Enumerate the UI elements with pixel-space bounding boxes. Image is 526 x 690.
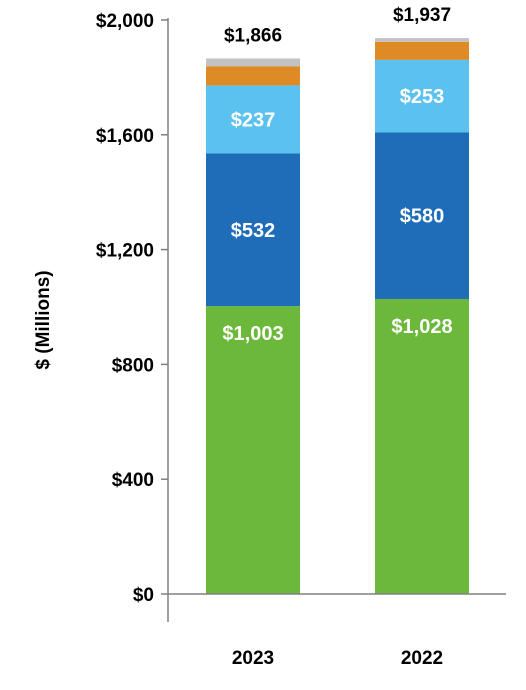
x-axis: 2023 2022	[168, 593, 506, 669]
segment-value-label: $253	[400, 86, 445, 108]
y-tick-label: $2,000	[96, 11, 154, 32]
bar-total-label: $1,866	[224, 25, 282, 46]
bar-segment	[206, 66, 300, 86]
segment-value-label: $1,003	[222, 323, 283, 345]
segment-value-label: $532	[231, 220, 276, 242]
bars: $1,003 $532 $237 $1,866 $1,028 $580 $253 $1,937	[206, 5, 469, 594]
bar-segment	[206, 85, 300, 154]
y-tick-label: $800	[112, 355, 154, 376]
segment-value-label: $237	[231, 109, 276, 131]
y-axis-label: $ (Millions)	[33, 270, 54, 369]
y-axis: $0 $400 $800 $1,200 $1,600 $2,000	[96, 11, 169, 622]
bar-segment	[206, 58, 300, 67]
bar-segment	[375, 41, 469, 60]
x-category-label: 2023	[232, 648, 274, 669]
segment-value-label: $1,028	[391, 316, 452, 338]
bar-segment	[375, 132, 469, 299]
bar-total-label: $1,937	[393, 5, 451, 26]
segment-value-label: $580	[400, 206, 445, 228]
y-tick-label: $1,200	[96, 241, 154, 262]
y-tick-label: $400	[112, 470, 154, 491]
bar-segment	[206, 153, 300, 307]
bar-segment	[375, 298, 469, 594]
y-tick-label: $0	[133, 585, 154, 606]
bar-segment	[375, 38, 469, 42]
y-tick-label: $1,600	[96, 126, 154, 147]
x-category-label: 2022	[401, 648, 443, 669]
bar-segment	[375, 59, 469, 133]
bar-segment	[206, 306, 300, 594]
